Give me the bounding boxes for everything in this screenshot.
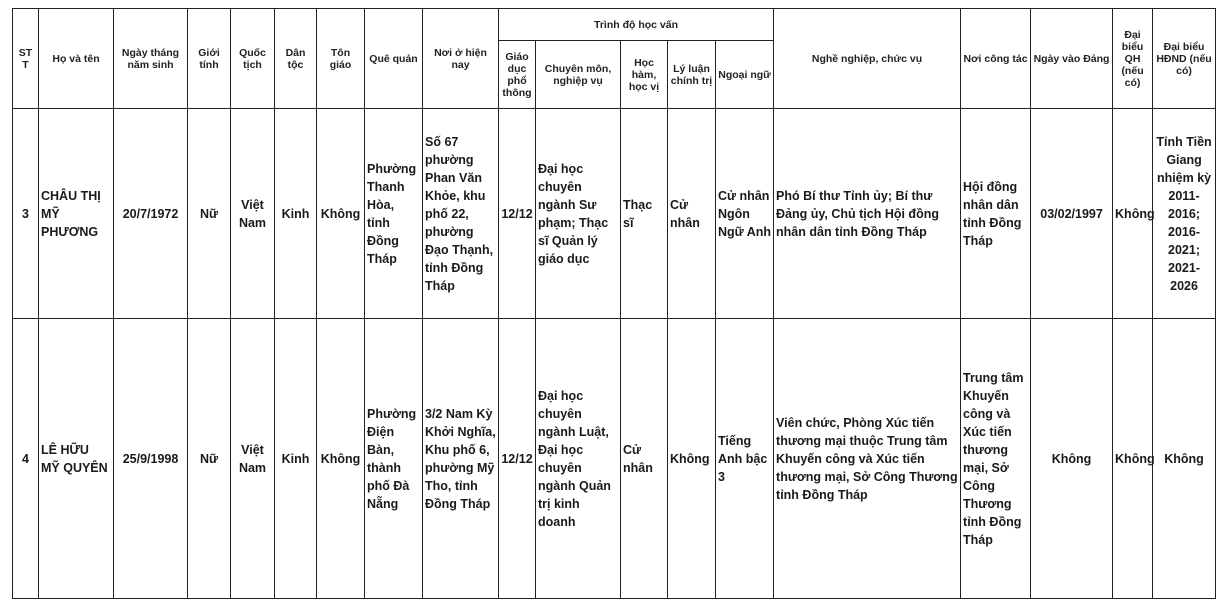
cell-name: LÊ HỮU MỸ QUYÊN [38,318,114,599]
header-language: Ngoại ngữ [714,40,775,109]
cell-name: CHÂU THỊ MỸ PHƯƠNG [38,108,114,319]
header-party-date: Ngày vào Đảng [1030,8,1114,109]
cell-residence: 3/2 Nam Kỳ Khởi Nghĩa, Khu phố 6, phường… [422,318,499,599]
cell-religion: Không [316,318,365,599]
cell-party-date: Không [1030,318,1114,599]
header-general-edu: Giáo dục phổ thông [498,40,536,109]
cell-council-delegate: Không [1152,318,1217,599]
cell-politics: Không [667,318,716,599]
cell-na-delegate: Không [1112,318,1155,599]
header-row: ST T Họ và tên Ngày tháng năm sinh Giới … [12,8,1217,109]
cell-language: Cử nhân Ngôn Ngữ Anh [714,108,775,319]
cell-politics: Cử nhân [667,108,716,319]
cell-specialty: Đại học chuyên ngành Sư phạm; Thạc sĩ Qu… [535,108,621,319]
cell-specialty: Đại học chuyên ngành Luật, Đại học chuyê… [535,318,621,599]
candidate-table: ST T Họ và tên Ngày tháng năm sinh Giới … [12,8,1217,599]
header-na-delegate: Đại biểu QH (nếu có) [1112,8,1154,109]
cell-workplace: Hội đồng nhân dân tỉnh Đồng Tháp [960,108,1032,319]
cell-gender: Nữ [187,318,231,599]
cell-stt: 3 [12,108,39,319]
cell-general-edu: 12/12 [498,108,536,319]
header-ethnicity: Dân tộc [274,8,317,109]
cell-general-edu: 12/12 [498,318,536,599]
header-specialty: Chuyên môn, nghiệp vụ [535,40,621,109]
header-education-group: Trình độ học vấn [497,8,775,41]
cell-hometown: Phường Điện Bàn, thành phố Đà Nẵng [364,318,423,599]
cell-degree: Cử nhân [620,318,668,599]
cell-ethnicity: Kinh [274,108,317,319]
header-workplace: Nơi công tác [960,8,1032,109]
header-nationality: Quốc tịch [230,8,275,109]
header-politics: Lý luận chính trị [667,40,716,109]
cell-language: Tiếng Anh bậc 3 [714,318,775,599]
cell-religion: Không [316,108,365,319]
cell-council-delegate: Tỉnh Tiền Giang nhiệm kỳ 2011-2016; 2016… [1152,108,1217,319]
header-residence: Nơi ở hiện nay [422,8,499,109]
table-row: 4 LÊ HỮU MỸ QUYÊN 25/9/1998 Nữ Việt Nam … [12,318,1217,599]
cell-residence: Số 67 phường Phan Văn Khỏe, khu phố 22, … [422,108,499,319]
cell-gender: Nữ [187,108,231,319]
cell-dob: 25/9/1998 [113,318,188,599]
cell-dob: 20/7/1972 [113,108,188,319]
cell-nationality: Việt Nam [230,318,275,599]
header-occupation: Nghề nghiệp, chức vụ [773,8,962,109]
header-dob: Ngày tháng năm sinh [113,8,188,109]
header-council-delegate: Đại biểu HĐND (nếu có) [1152,8,1217,109]
header-gender: Giới tính [187,8,231,109]
cell-occupation: Viên chức, Phòng Xúc tiến thương mại thu… [773,318,962,599]
cell-na-delegate: Không [1112,108,1155,319]
cell-ethnicity: Kinh [274,318,317,599]
cell-occupation: Phó Bí thư Tỉnh ủy; Bí thư Đảng ủy, Chủ … [773,108,962,319]
cell-nationality: Việt Nam [230,108,275,319]
header-religion: Tôn giáo [316,8,365,109]
header-name: Họ và tên [38,8,114,109]
header-degree: Học hàm, học vị [620,40,668,109]
cell-hometown: Phường Thanh Hòa, tỉnh Đồng Tháp [364,108,423,319]
header-hometown: Quê quán [364,8,423,109]
cell-degree: Thạc sĩ [620,108,668,319]
cell-workplace: Trung tâm Khuyến công và Xúc tiến thương… [960,318,1032,599]
header-stt: ST T [12,8,39,109]
subheader-row: Giáo dục phổ thông Chuyên môn, nghiệp vụ… [13,40,1216,109]
cell-party-date: 03/02/1997 [1030,108,1114,319]
table-row: 3 CHÂU THỊ MỸ PHƯƠNG 20/7/1972 Nữ Việt N… [12,108,1217,319]
cell-stt: 4 [12,318,39,599]
